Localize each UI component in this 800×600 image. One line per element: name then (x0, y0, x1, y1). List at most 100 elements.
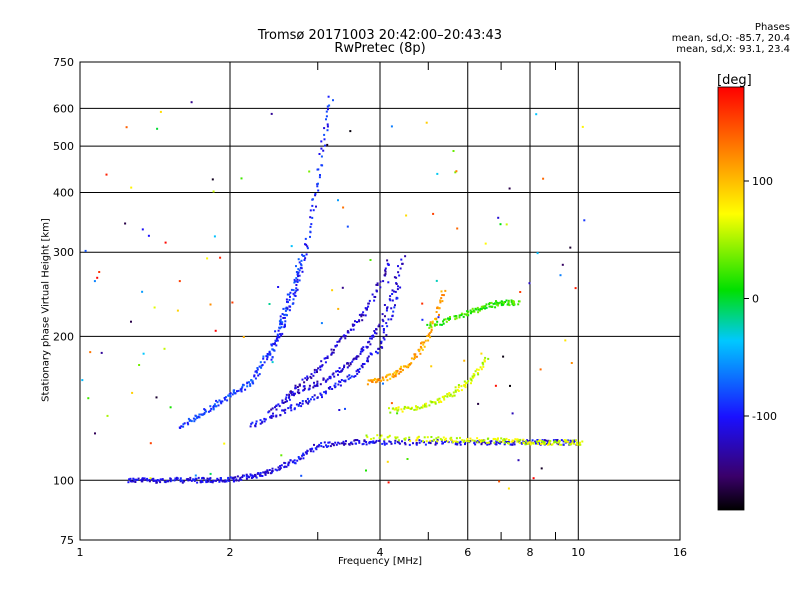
data-point (507, 487, 510, 490)
data-point (510, 440, 513, 443)
data-point (552, 439, 555, 442)
y-tick-label: 500 (53, 140, 74, 153)
data-point (152, 477, 155, 480)
data-point (466, 312, 469, 315)
data-point (536, 439, 539, 442)
data-point (334, 385, 337, 388)
data-point (307, 402, 310, 405)
data-point (494, 438, 497, 440)
data-point (453, 394, 456, 397)
data-point (245, 473, 248, 476)
data-point (294, 280, 296, 283)
data-point (370, 335, 373, 338)
data-point (569, 246, 572, 249)
data-point (320, 393, 323, 396)
data-point (478, 439, 481, 442)
data-point (395, 370, 398, 373)
data-point (293, 407, 296, 410)
data-point (435, 441, 438, 444)
data-point (355, 370, 358, 373)
data-point (152, 480, 155, 482)
data-point (474, 443, 477, 446)
data-point (183, 480, 186, 483)
data-point (466, 310, 469, 313)
data-point (395, 276, 398, 279)
data-point (281, 313, 284, 315)
data-point (293, 459, 296, 462)
data-point (301, 400, 304, 402)
data-point (271, 407, 274, 410)
data-point (368, 442, 371, 445)
data-point (482, 306, 485, 309)
data-point (497, 441, 500, 444)
data-point (288, 293, 291, 296)
data-point (250, 477, 253, 479)
data-point (477, 402, 480, 405)
data-point (220, 477, 222, 480)
data-point (461, 439, 464, 442)
data-point (240, 387, 243, 390)
data-point (313, 381, 315, 384)
data-point (386, 259, 389, 262)
data-point (206, 257, 209, 260)
data-point (327, 108, 329, 111)
data-point (270, 343, 273, 346)
y-tick-label: 200 (53, 330, 74, 343)
data-point (408, 436, 411, 439)
data-point (430, 325, 433, 328)
data-point (435, 317, 438, 320)
data-point (281, 399, 284, 402)
data-point (495, 443, 498, 446)
data-point (407, 406, 410, 409)
data-point (376, 284, 379, 286)
data-point (271, 348, 274, 351)
data-point (454, 318, 457, 321)
data-point (176, 309, 179, 312)
data-point (485, 303, 488, 306)
data-point (418, 350, 421, 353)
data-point (471, 307, 474, 310)
data-point (357, 369, 360, 372)
data-point (351, 443, 354, 446)
data-point (187, 423, 190, 426)
data-point (459, 440, 462, 443)
data-point (353, 357, 356, 360)
data-point (249, 383, 252, 386)
data-point (404, 365, 407, 368)
data-point (454, 171, 457, 174)
data-point (438, 401, 440, 404)
data-point (212, 479, 215, 482)
data-point (369, 441, 371, 444)
data-point (149, 442, 152, 445)
data-point (194, 418, 197, 421)
data-point (98, 271, 101, 273)
data-point (540, 467, 543, 470)
data-point (493, 441, 496, 444)
data-point (96, 276, 99, 279)
data-point (386, 374, 389, 377)
data-point (358, 319, 361, 322)
data-point (467, 440, 470, 443)
data-point (386, 460, 389, 463)
data-point (319, 174, 321, 176)
data-point (413, 355, 416, 358)
data-point (417, 435, 420, 438)
data-point (330, 352, 333, 355)
data-point (238, 478, 241, 481)
data-point (352, 324, 355, 327)
data-point (256, 367, 259, 369)
data-point (337, 307, 340, 310)
data-point (457, 390, 460, 392)
data-point (508, 187, 511, 190)
data-point (366, 307, 368, 310)
data-point (366, 436, 369, 439)
data-point (510, 299, 513, 302)
data-point (542, 177, 545, 180)
data-point (323, 357, 326, 360)
data-point (332, 99, 334, 102)
data-point (380, 342, 383, 345)
data-point (284, 465, 287, 468)
data-point (426, 436, 429, 439)
data-point (497, 304, 499, 307)
data-point (132, 480, 135, 483)
